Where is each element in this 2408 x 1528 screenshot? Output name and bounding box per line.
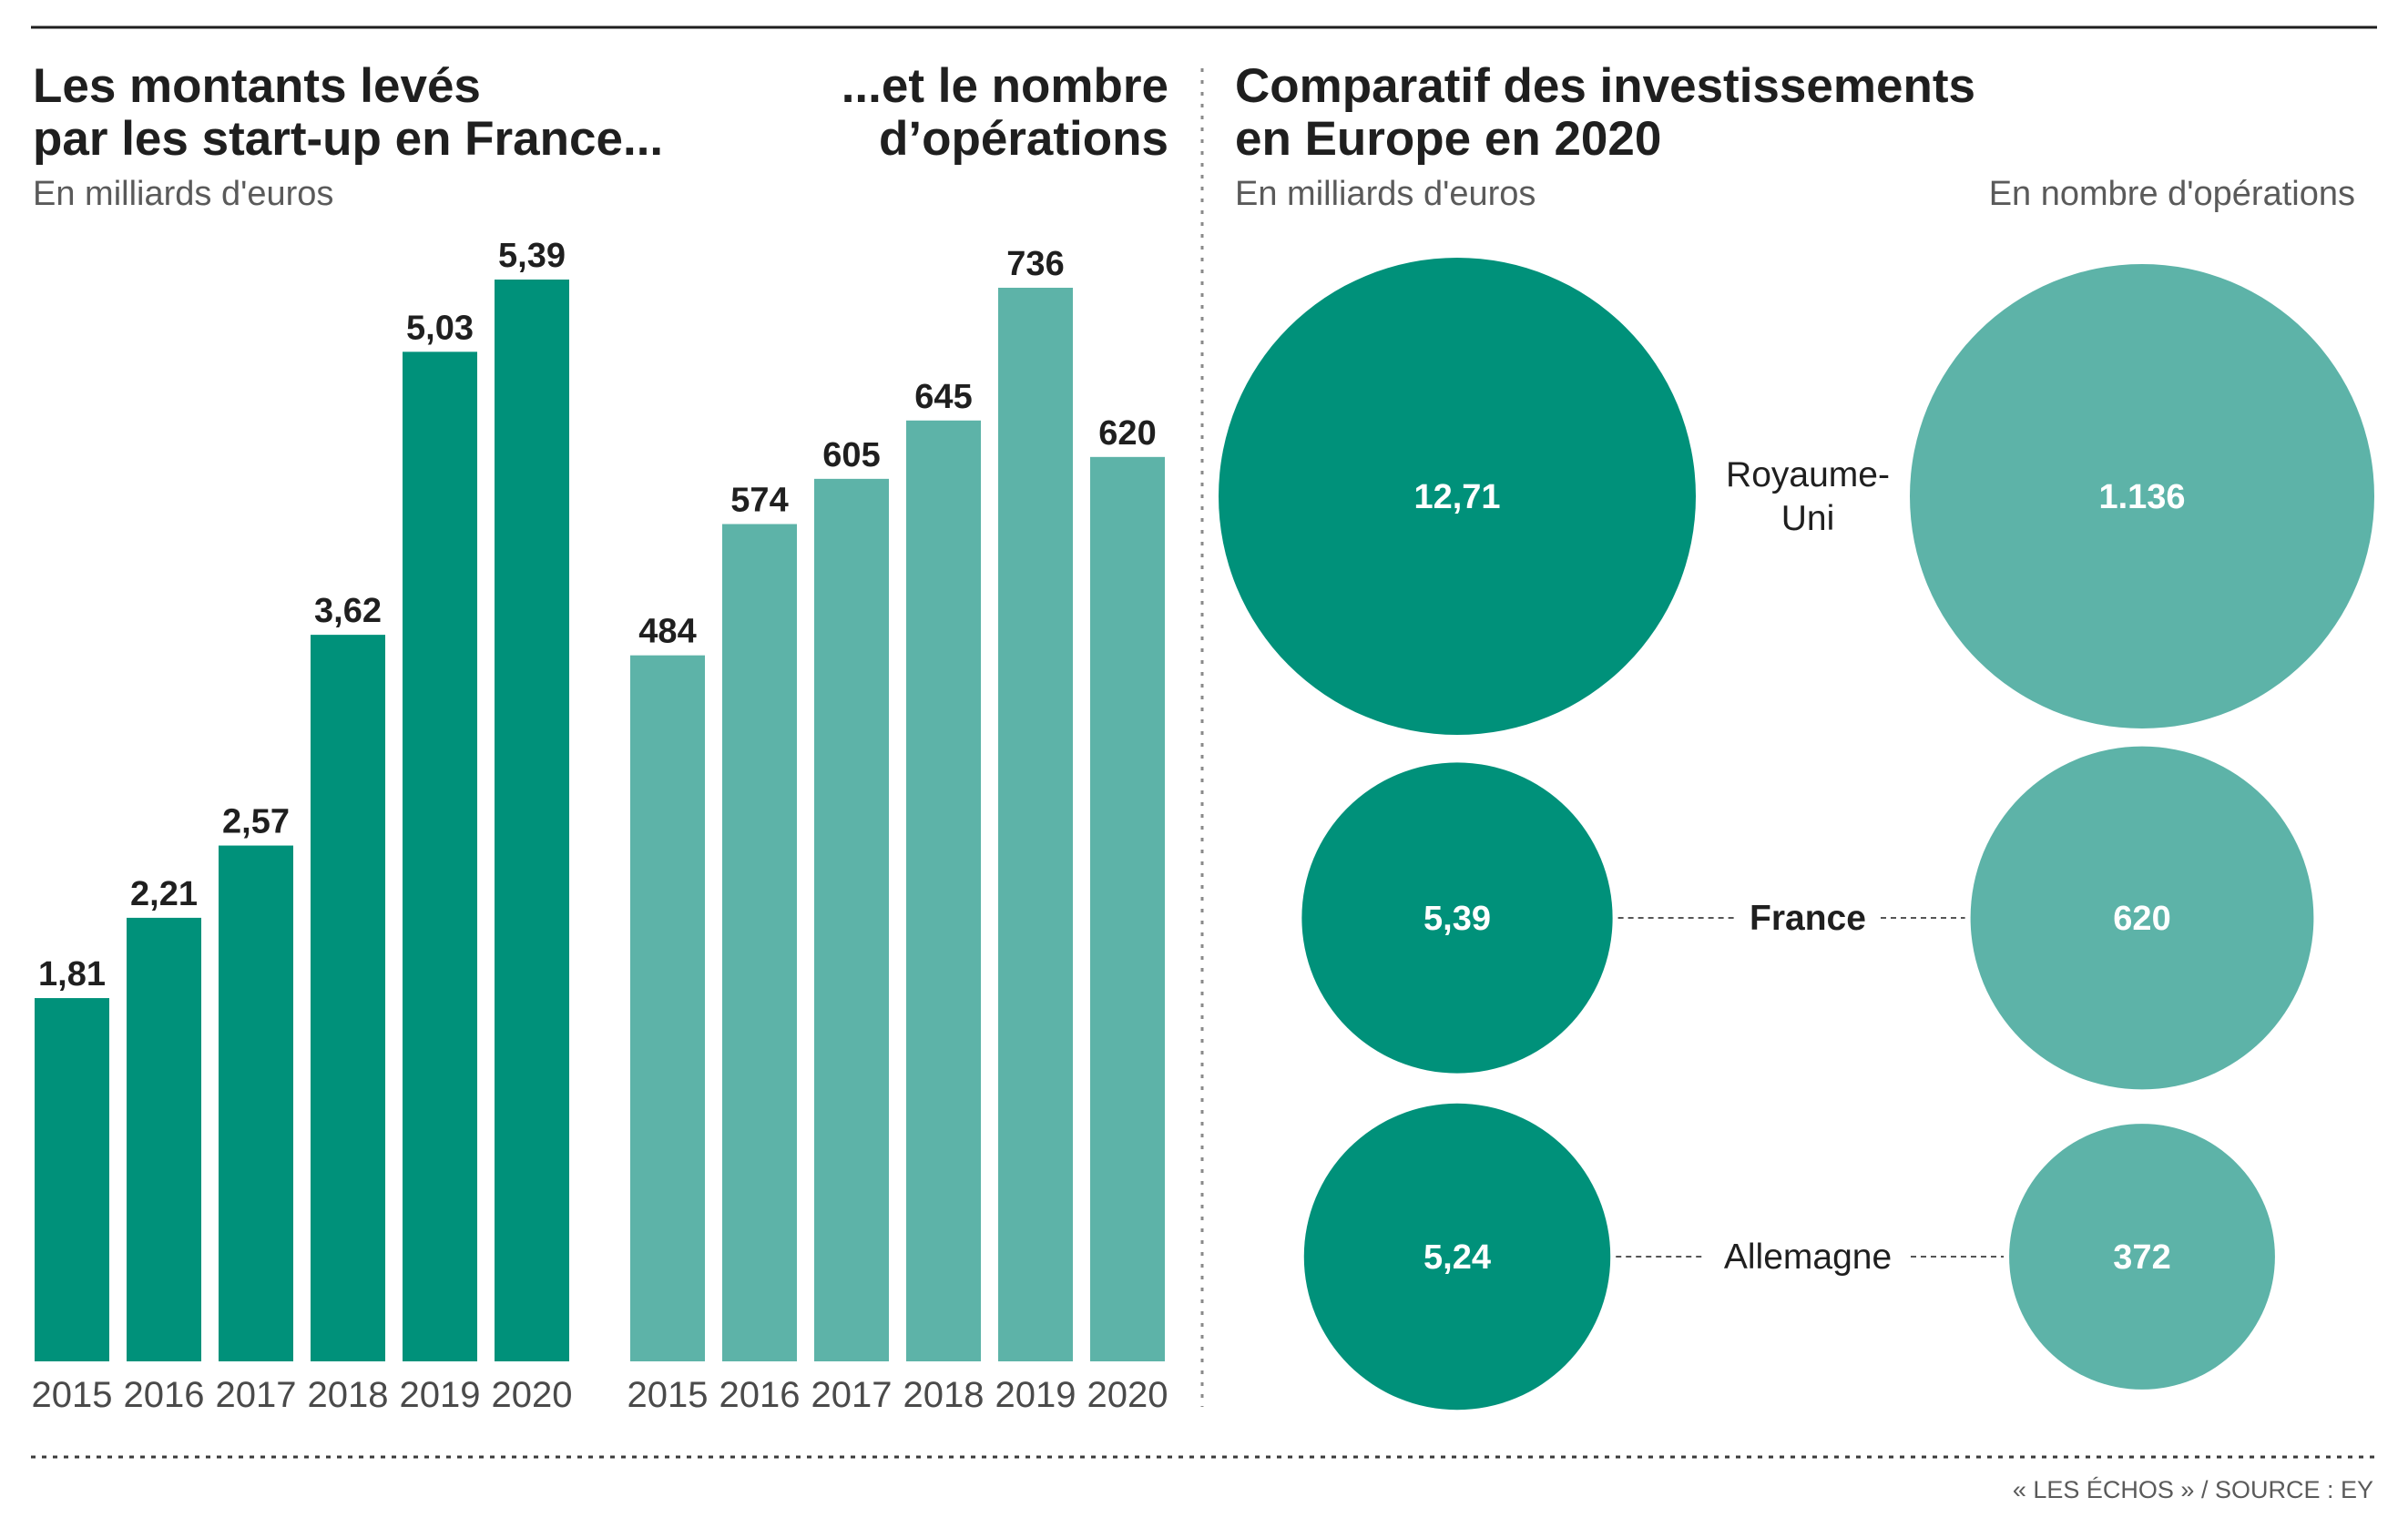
- chart2-value-label-2020: 620: [1098, 414, 1156, 453]
- chart2-tick-2015: 2015: [628, 1375, 709, 1415]
- chart1-bars: 1,81 2015 2,21 2016 2,57 2017 3,62 2018 5,03 2019…: [32, 237, 573, 1415]
- chart1-tick-2017: 2017: [216, 1375, 297, 1415]
- operations-bubble-0: [1910, 264, 2374, 728]
- chart2-bar-2015: [630, 655, 705, 1361]
- country-label-0-line-1: Uni: [1781, 499, 1835, 538]
- chart1-tick-2020: 2020: [492, 1375, 573, 1415]
- chart2-bar-2020: [1090, 456, 1165, 1361]
- chart2-tick-2016: 2016: [719, 1375, 801, 1415]
- operations-bubble-label-2: 372: [2113, 1238, 2170, 1277]
- operations-bubble-1: [1970, 746, 2314, 1090]
- chart2-value-label-2019: 736: [1006, 245, 1064, 283]
- chart1-tick-2019: 2019: [400, 1375, 481, 1415]
- chart1-title-line2: par les start-up en France...: [33, 112, 663, 166]
- chart2-value-label-2018: 645: [914, 378, 972, 416]
- chart3-left-subtitle: En milliards d'euros: [1235, 175, 1536, 213]
- chart1-bar-2017: [219, 845, 293, 1361]
- chart3-bubbles: 12,71 1.136 Royaume- Uni 5,39 620 France 5,24 37…: [1219, 258, 2374, 1411]
- chart1-title-line1: Les montants levés: [33, 59, 481, 113]
- amount-bubble-0: [1219, 258, 1696, 735]
- chart2-title-line1: ...et le nombre: [842, 59, 1168, 113]
- chart1-value-label-2018: 3,62: [314, 592, 382, 630]
- amount-bubble-label-0: 12,71: [1413, 478, 1500, 516]
- country-label-2-line-0: Allemagne: [1724, 1238, 1892, 1277]
- source-note: « LES ÉCHOS » / SOURCE : EY: [2013, 1476, 2373, 1503]
- amount-bubble-label-2: 5,24: [1423, 1238, 1491, 1277]
- chart1-tick-2018: 2018: [308, 1375, 389, 1415]
- country-label-0-line-0: Royaume-: [1726, 455, 1890, 494]
- chart1-subtitle: En milliards d'euros: [33, 175, 333, 213]
- operations-bubble-2: [2009, 1124, 2275, 1390]
- chart2-value-label-2016: 574: [730, 482, 788, 520]
- country-label-1-line-0: France: [1750, 899, 1866, 938]
- chart1-bar-2016: [127, 917, 201, 1361]
- chart1-value-label-2016: 2,21: [130, 875, 198, 913]
- chart2-value-label-2015: 484: [638, 613, 696, 651]
- chart1-bar-2019: [403, 351, 477, 1361]
- chart1-tick-2015: 2015: [32, 1375, 113, 1415]
- chart2-bar-2018: [906, 420, 981, 1362]
- amount-bubble-2: [1303, 1103, 1611, 1411]
- chart2-value-label-2017: 605: [822, 436, 880, 474]
- amount-bubble-label-1: 5,39: [1423, 900, 1491, 938]
- chart1-bar-2020: [495, 280, 569, 1361]
- amount-bubble-1: [1301, 762, 1613, 1074]
- chart2-tick-2018: 2018: [903, 1375, 985, 1415]
- chart1-bar-2015: [35, 998, 109, 1361]
- chart3-title-line2: en Europe en 2020: [1235, 112, 1661, 166]
- chart1-value-label-2019: 5,03: [406, 309, 474, 347]
- chart3-right-subtitle: En nombre d'opérations: [1989, 175, 2355, 213]
- chart2-tick-2017: 2017: [811, 1375, 893, 1415]
- chart1-tick-2016: 2016: [124, 1375, 205, 1415]
- chart3-title-line1: Comparatif des investissements: [1235, 59, 1975, 113]
- chart2-tick-2020: 2020: [1087, 1375, 1168, 1415]
- chart1-value-label-2015: 1,81: [38, 955, 106, 993]
- chart2-tick-2019: 2019: [995, 1375, 1076, 1415]
- chart2-bars: 484 2015 574 2016 605 2017 645 2018 736 2019 620 20…: [628, 245, 1168, 1415]
- chart1-bar-2018: [311, 635, 385, 1361]
- chart2-bar-2016: [722, 524, 797, 1361]
- operations-bubble-label-0: 1.136: [2098, 478, 2185, 516]
- chart2-bar-2017: [814, 478, 889, 1361]
- chart1-value-label-2017: 2,57: [222, 803, 290, 841]
- chart2-bar-2019: [998, 288, 1073, 1361]
- chart1-value-label-2020: 5,39: [498, 237, 566, 275]
- operations-bubble-label-1: 620: [2113, 900, 2170, 938]
- chart2-title-line2: d’opérations: [879, 112, 1168, 166]
